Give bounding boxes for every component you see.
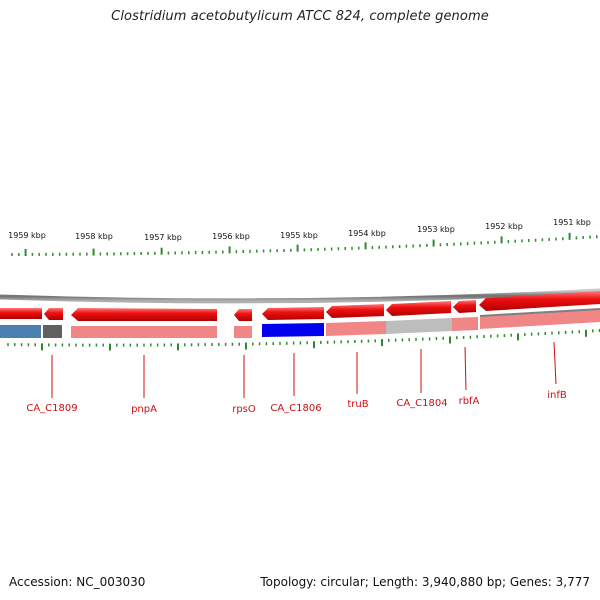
gene-labels: CA_C1809 pnpA rpsO CA_C1806 truB CA_C180…	[26, 390, 567, 415]
ruler-label: 1957 kbp	[144, 233, 182, 242]
gene-label: CA_C1804	[396, 398, 447, 409]
ruler-label: 1955 kbp	[280, 231, 318, 240]
gene-arrow	[44, 308, 63, 320]
leader-line	[464, 346, 467, 391]
track-edge	[479, 308, 600, 317]
gene-arrow	[262, 307, 324, 320]
genome-title: Clostridium acetobutylicum ATCC 824, com…	[111, 9, 489, 24]
ruler-ticks	[11, 232, 598, 256]
track-segment	[262, 323, 324, 337]
gene-label: CA_C1806	[270, 403, 321, 414]
gene-label: infB	[547, 390, 567, 401]
gene-arrows	[0, 291, 600, 321]
gene-arrow	[479, 291, 600, 311]
genome-backbone	[0, 288, 600, 304]
track-segment	[386, 318, 452, 334]
inner-ticks	[7, 329, 600, 351]
ruler-label: 1959 kbp	[8, 231, 46, 240]
leader-lines	[51, 341, 557, 398]
genome-info-text: Topology: circular; Length: 3,940,880 bp…	[260, 575, 590, 589]
gene-label: rpsO	[232, 404, 256, 415]
track-segment	[480, 309, 600, 329]
track-segment	[452, 317, 478, 331]
ruler-label: 1951 kbp	[553, 218, 591, 227]
gene-label: CA_C1809	[26, 403, 77, 414]
gene-arrow	[0, 308, 42, 319]
track-segment	[43, 325, 62, 338]
track-segment	[326, 321, 386, 336]
gene-label: rbfA	[459, 396, 480, 407]
ruler-label: 1953 kbp	[417, 225, 455, 234]
ruler-label: 1954 kbp	[348, 229, 386, 238]
track-segment	[234, 326, 252, 338]
gene-arrow	[234, 309, 252, 321]
ruler-label: 1958 kbp	[75, 232, 113, 241]
gene-arrow	[453, 300, 476, 313]
ruler-label: 1952 kbp	[485, 222, 523, 231]
gene-label: truB	[347, 399, 368, 410]
track-segment	[0, 325, 41, 338]
gene-arrow	[326, 304, 384, 318]
ruler-labels: 1959 kbp 1958 kbp 1957 kbp 1956 kbp 1955…	[8, 218, 591, 242]
gene-arrow	[71, 308, 217, 321]
shade-track	[0, 308, 600, 338]
leader-line	[553, 341, 557, 385]
accession-text: Accession: NC_003030	[9, 575, 146, 589]
ruler-label: 1956 kbp	[212, 232, 250, 241]
track-segment	[71, 326, 217, 338]
gene-arrow	[386, 301, 451, 316]
gene-label: pnpA	[131, 404, 157, 415]
